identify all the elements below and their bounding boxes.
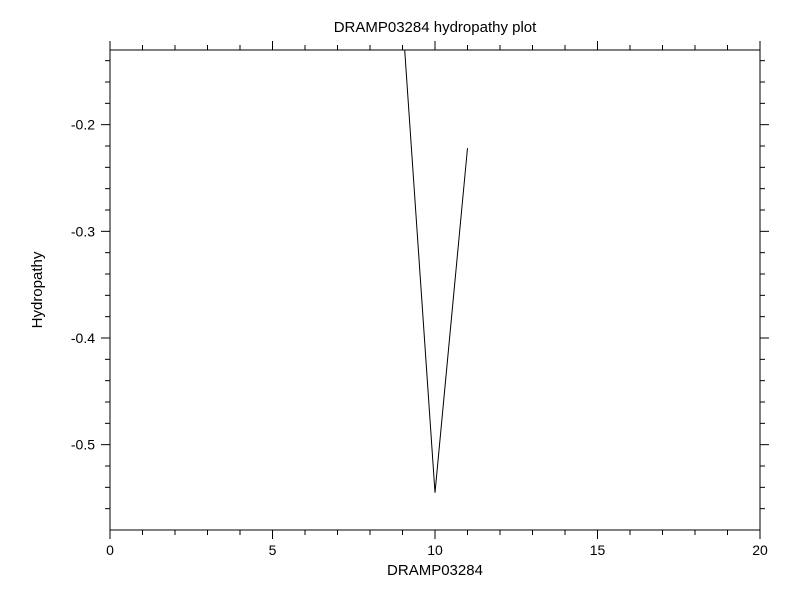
plot-frame (110, 50, 760, 530)
chart-title: DRAMP03284 hydropathy plot (334, 19, 537, 36)
x-tick-label: 20 (752, 542, 768, 558)
x-axis-label: DRAMP03284 (387, 562, 483, 579)
x-tick-label: 10 (427, 542, 443, 558)
y-tick-label: -0.4 (71, 330, 95, 346)
x-tick-label: 15 (590, 542, 606, 558)
hydropathy-line (403, 18, 468, 493)
y-tick-label: -0.3 (71, 223, 95, 239)
x-tick-label: 0 (106, 542, 114, 558)
y-axis-label: Hydropathy (29, 251, 46, 328)
y-tick-label: -0.5 (71, 437, 95, 453)
chart-svg: 0 5 10 15 20 -0.5 -0.4 -0.3 -0.2 DRAMP03284 hydro… (0, 0, 800, 600)
hydropathy-plot: 0 5 10 15 20 -0.5 -0.4 -0.3 -0.2 DRAMP03284 hydro… (0, 0, 800, 600)
x-tick-label: 5 (269, 542, 277, 558)
y-tick-label: -0.2 (71, 117, 95, 133)
